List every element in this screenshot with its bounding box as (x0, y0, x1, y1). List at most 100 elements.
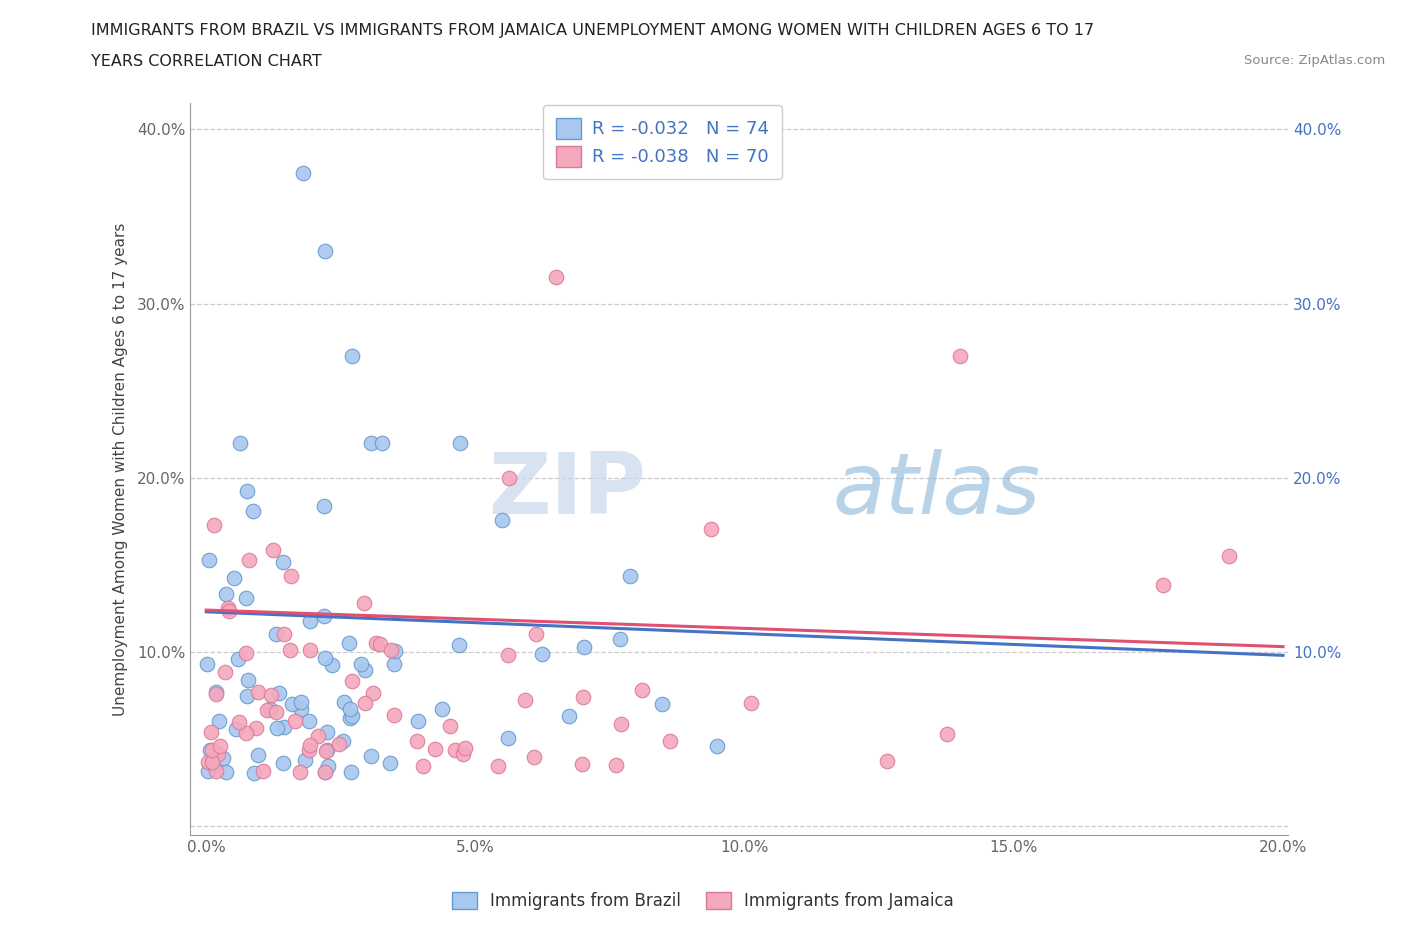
Point (236, 689, 259, 704)
Point (214, 664, 236, 679)
Point (371, 435, 394, 450)
Point (228, 714, 250, 729)
Point (299, 737, 322, 752)
Point (706, 739, 728, 754)
Point (339, 764, 361, 779)
Point (195, 657, 218, 671)
Point (558, 709, 581, 724)
Point (204, 746, 226, 761)
Point (605, 758, 627, 773)
Point (700, 522, 723, 537)
Point (314, 650, 336, 665)
Point (197, 754, 219, 769)
Point (316, 758, 339, 773)
Point (572, 689, 595, 704)
Point (360, 435, 382, 450)
Point (380, 643, 402, 658)
Point (284, 713, 307, 728)
Legend: R = -0.032   N = 74, R = -0.038   N = 70: R = -0.032 N = 74, R = -0.038 N = 70 (543, 105, 782, 179)
Point (609, 631, 631, 646)
Point (333, 695, 356, 710)
Legend: Immigrants from Brazil, Immigrants from Jamaica: Immigrants from Brazil, Immigrants from … (446, 885, 960, 917)
Point (321, 658, 343, 673)
Point (339, 711, 361, 725)
Point (235, 591, 257, 605)
Point (202, 758, 225, 773)
Point (382, 708, 405, 723)
Point (524, 627, 547, 642)
Point (259, 701, 281, 716)
Point (217, 601, 239, 616)
Point (337, 635, 360, 650)
Point (316, 724, 339, 739)
Point (205, 684, 228, 699)
Point (299, 614, 322, 629)
Point (444, 743, 467, 758)
Point (439, 719, 461, 734)
Point (298, 643, 321, 658)
Point (949, 349, 972, 364)
Point (454, 740, 477, 755)
Point (619, 568, 641, 583)
Point (412, 759, 434, 774)
Point (198, 742, 221, 757)
Point (271, 554, 294, 569)
Point (218, 604, 240, 618)
Point (246, 684, 269, 699)
Point (423, 741, 446, 756)
Point (238, 552, 260, 567)
Point (491, 512, 513, 527)
Point (271, 756, 294, 771)
Point (246, 748, 269, 763)
Point (315, 743, 337, 758)
Point (252, 764, 274, 778)
Point (332, 734, 354, 749)
Point (342, 709, 364, 724)
Point (522, 750, 544, 764)
Point (292, 166, 315, 180)
Point (207, 747, 229, 762)
Point (350, 657, 373, 671)
Text: YEARS CORRELATION CHART: YEARS CORRELATION CHART (91, 54, 322, 69)
Point (235, 645, 257, 660)
Point (354, 662, 377, 677)
Point (235, 725, 257, 740)
Point (340, 673, 363, 688)
Point (260, 687, 283, 702)
Point (449, 435, 471, 450)
Point (288, 764, 311, 779)
Point (273, 626, 295, 641)
Point (215, 586, 238, 601)
Point (936, 727, 959, 742)
Point (315, 743, 337, 758)
Point (1218, 549, 1240, 564)
Point (314, 765, 336, 780)
Point (202, 517, 225, 532)
Point (364, 635, 387, 650)
Point (361, 685, 384, 700)
Point (631, 683, 654, 698)
Point (225, 722, 247, 737)
Point (245, 721, 267, 736)
Point (496, 647, 519, 662)
Point (215, 764, 238, 779)
Point (298, 714, 321, 729)
Point (546, 270, 568, 285)
Point (205, 764, 228, 778)
Point (208, 713, 231, 728)
Point (197, 764, 219, 778)
Point (531, 646, 554, 661)
Point (280, 697, 302, 711)
Point (200, 724, 222, 739)
Point (235, 484, 257, 498)
Point (515, 693, 537, 708)
Text: IMMIGRANTS FROM BRAZIL VS IMMIGRANTS FROM JAMAICA UNEMPLOYMENT AMONG WOMEN WITH : IMMIGRANTS FROM BRAZIL VS IMMIGRANTS FRO… (91, 23, 1094, 38)
Point (201, 755, 224, 770)
Point (280, 568, 302, 583)
Point (198, 552, 221, 567)
Point (406, 734, 429, 749)
Point (328, 737, 350, 751)
Point (368, 636, 391, 651)
Point (278, 643, 301, 658)
Point (290, 702, 312, 717)
